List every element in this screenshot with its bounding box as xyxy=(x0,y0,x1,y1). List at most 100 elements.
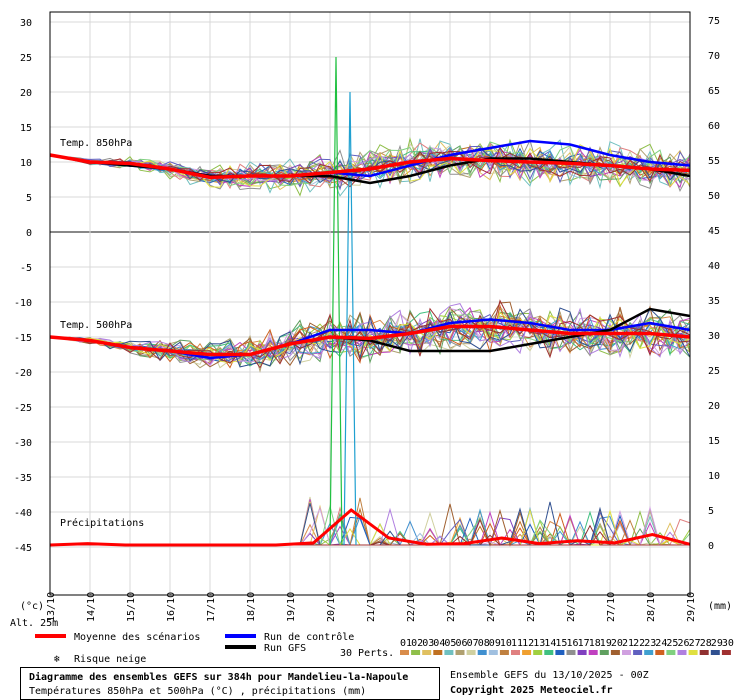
y-tick-right: 10 xyxy=(708,471,720,482)
pert-number: 22 xyxy=(633,638,645,649)
x-tick-label: 26/10 xyxy=(566,592,577,622)
y-tick-right: 25 xyxy=(708,366,720,377)
member-line-t500 xyxy=(49,303,691,363)
y-tick-left: -25 xyxy=(14,403,32,414)
pert-number: 25 xyxy=(666,638,678,649)
pert-color-swatch xyxy=(466,650,476,655)
pert-color-swatch xyxy=(522,650,532,655)
y-tick-left: 5 xyxy=(26,193,32,204)
y-tick-right: 20 xyxy=(708,401,720,412)
chart-grid xyxy=(49,12,691,595)
y-tick-left: 20 xyxy=(20,88,32,99)
pert-number: 16 xyxy=(567,638,579,649)
y-tick-right: 5 xyxy=(708,506,714,517)
y-tick-left: -45 xyxy=(14,543,32,554)
y-tick-right: 45 xyxy=(708,226,720,237)
pert-number: 02 xyxy=(411,638,423,649)
pert-color-swatch xyxy=(455,650,465,655)
right-unit-label: (mm) xyxy=(708,601,732,612)
pert-number: 18 xyxy=(589,638,601,649)
chart-axes: 302520151050-5-10-15-20-25-30-35-40-4575… xyxy=(10,11,732,629)
y-tick-left: -5 xyxy=(20,263,32,274)
pert-color-swatch xyxy=(511,650,520,655)
highlighted-series xyxy=(49,139,691,547)
chart-legend: Moyenne des scénarios Run de contrôleRun … xyxy=(35,631,734,665)
y-tick-right: 60 xyxy=(708,121,720,132)
x-tick-label: 21/10 xyxy=(366,592,377,622)
copyright-label: Copyright 2025 Meteociel.fr xyxy=(450,685,613,696)
pert-number: 04 xyxy=(433,638,445,649)
x-tick-label: 27/10 xyxy=(606,592,617,622)
x-tick-label: 29/10 xyxy=(686,592,697,622)
plot-frame xyxy=(49,11,691,596)
pert-number: 26 xyxy=(678,638,690,649)
pert-color-swatch xyxy=(710,650,720,655)
y-tick-right: 70 xyxy=(708,51,720,62)
pert-number: 21 xyxy=(622,638,634,649)
pert-number: 24 xyxy=(655,638,667,649)
pert-number: 07 xyxy=(467,638,479,649)
pert-color-swatch xyxy=(566,650,576,655)
y-tick-left: 25 xyxy=(20,53,32,64)
pert-color-swatch xyxy=(633,650,643,655)
y-tick-right: 35 xyxy=(708,296,720,307)
chart-subtitle: Températures 850hPa et 500hPa (°C) , pré… xyxy=(29,686,367,697)
member-line-t500 xyxy=(49,313,691,363)
y-tick-left: 15 xyxy=(20,123,32,134)
mean-line-t500 xyxy=(49,324,691,357)
pert-color-swatch xyxy=(444,650,454,655)
pert-color-swatch xyxy=(599,650,609,655)
pert-number: 17 xyxy=(578,638,590,649)
member-line-t500 xyxy=(49,306,691,365)
y-tick-left: 30 xyxy=(20,18,32,29)
x-tick-label: 23/10 xyxy=(446,592,457,622)
pert-number: 20 xyxy=(611,638,623,649)
pert-number: 28 xyxy=(700,638,712,649)
pert-color-swatch xyxy=(721,650,731,655)
mean-line-t850 xyxy=(49,153,691,180)
panel-label-t850: Temp. 850hPa xyxy=(60,138,132,149)
y-tick-right: 15 xyxy=(708,436,720,447)
pert-number: 19 xyxy=(600,638,612,649)
y-tick-left: -35 xyxy=(14,473,32,484)
x-tick-label: 22/10 xyxy=(406,592,417,622)
ensemble-run-label: Ensemble GEFS du 13/10/2025 - 00Z xyxy=(450,670,649,681)
pert-color-swatch xyxy=(610,650,620,655)
y-tick-left: -30 xyxy=(14,438,32,449)
pert-color-swatch xyxy=(422,650,432,655)
pert-number: 05 xyxy=(444,638,456,649)
pert-number: 13 xyxy=(533,638,545,649)
y-tick-right: 65 xyxy=(708,86,720,97)
y-tick-left: 0 xyxy=(26,228,32,239)
legend-mean-label: Moyenne des scénarios xyxy=(74,631,200,643)
y-tick-right: 30 xyxy=(708,331,720,342)
y-tick-left: -15 xyxy=(14,333,32,344)
pert-color-swatch xyxy=(555,650,565,655)
pert-number: 06 xyxy=(456,638,468,649)
x-tick-label: 25/10 xyxy=(526,592,537,622)
pert-color-swatch xyxy=(588,650,598,655)
pert-number: 27 xyxy=(689,638,701,649)
x-tick-label: 15/10 xyxy=(126,592,137,622)
x-tick-label: 18/10 xyxy=(246,592,257,622)
member-line-t850 xyxy=(49,141,691,187)
y-tick-right: 75 xyxy=(708,16,720,27)
pert-color-swatch xyxy=(644,650,654,655)
chart-title-box: Diagramme des ensembles GEFS sur 384h po… xyxy=(20,667,440,700)
pert-color-swatch xyxy=(688,650,698,655)
y-tick-right: 50 xyxy=(708,191,720,202)
chart-title: Diagramme des ensembles GEFS sur 384h po… xyxy=(29,672,409,683)
pert-number: 01 xyxy=(400,638,412,649)
pert-color-swatch xyxy=(622,650,631,655)
pert-color-swatch xyxy=(411,650,421,655)
pert-color-swatch xyxy=(544,650,554,655)
panel-label-precip: Précipitations xyxy=(60,517,144,529)
left-unit-label: (°c) xyxy=(20,601,44,612)
member-line-t500 xyxy=(49,307,691,368)
pert-color-swatch xyxy=(433,650,443,655)
pert-number: 30 xyxy=(722,638,734,649)
pert-color-swatch xyxy=(666,650,676,655)
pert-number: 14 xyxy=(544,638,556,649)
x-tick-label: 16/10 xyxy=(166,592,177,622)
legend-snow-label: Risque neige xyxy=(74,654,146,665)
